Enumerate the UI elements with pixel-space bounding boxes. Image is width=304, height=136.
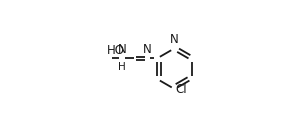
Text: HO: HO <box>107 44 125 57</box>
Text: H: H <box>118 62 126 72</box>
Text: N: N <box>117 43 126 56</box>
Text: N: N <box>143 43 152 56</box>
Text: N: N <box>170 33 179 46</box>
Text: Cl: Cl <box>176 83 187 96</box>
